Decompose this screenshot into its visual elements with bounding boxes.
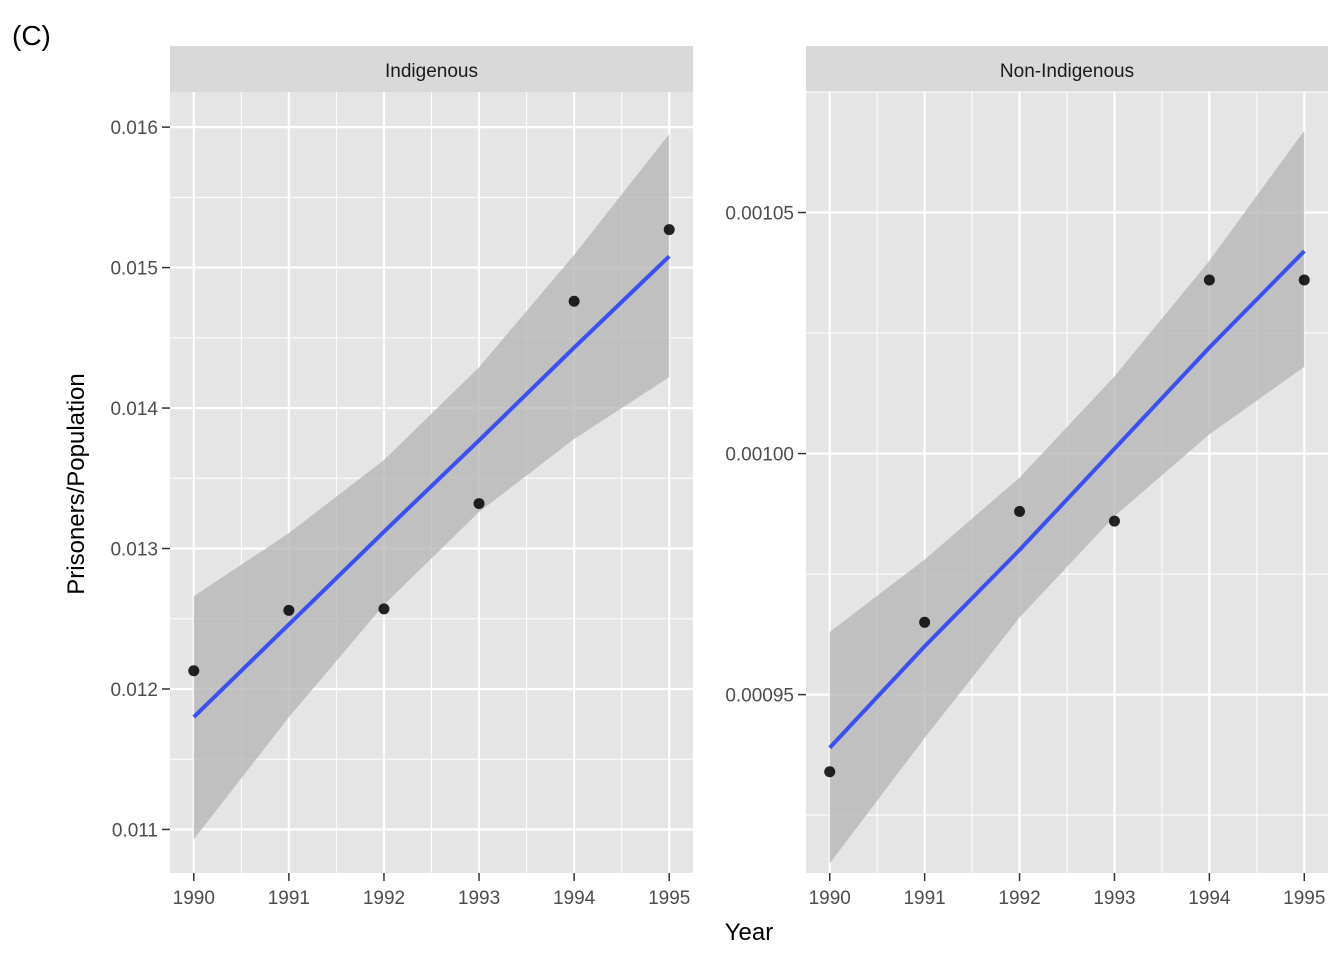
y-tick-label: 0.011 [112,820,158,841]
data-point [663,224,675,236]
x-tick-label: 1993 [1093,888,1135,909]
y-tick-label: 0.00100 [725,445,794,466]
x-tick-label: 1994 [553,888,596,909]
x-tick-label: 1992 [363,888,405,909]
regression-line [192,254,671,719]
facet-strip [806,46,1328,92]
x-tick-label: 1995 [648,888,690,909]
x-tick-label: 1991 [268,888,310,909]
y-tick-label: 0.00095 [725,686,794,707]
y-tick-label: 0.016 [110,118,158,139]
facet-strip [170,46,693,92]
facet-strip-label: Non-Indigenous [1000,61,1134,82]
y-tick-label: 0.015 [110,259,158,280]
y-axis-title: Prisoners/Population [63,373,90,594]
data-point [188,665,200,677]
x-tick-label: 1991 [903,888,945,909]
data-point [378,603,390,615]
x-tick-label: 1992 [998,888,1040,909]
y-tick-label: 0.012 [110,680,158,701]
regression-line [828,249,1306,750]
x-tick-label: 1994 [1188,888,1231,909]
facet-0: Indigenous 0.011 0.012 0.013 0.014 0.015 0.016… [110,46,693,909]
x-tick-label: 1990 [173,888,215,909]
data-point [1108,515,1120,527]
data-point [1298,274,1310,286]
x-tick-label: 1995 [1283,888,1325,909]
figure-tag: (C) [12,20,51,51]
facets: Indigenous 0.011 0.012 0.013 0.014 0.015 0.016… [110,46,1328,909]
facet-strip-label: Indigenous [385,61,478,82]
y-tick-label: 0.014 [110,399,158,420]
data-point [473,498,485,510]
x-axis-title: Year [725,919,774,946]
data-point [283,604,295,616]
data-point [1014,505,1026,517]
data-point [1203,274,1215,286]
x-tick-label: 1993 [458,888,500,909]
x-tick-label: 1990 [809,888,851,909]
data-point [824,766,836,778]
data-point [568,295,580,307]
y-tick-label: 0.00105 [725,204,794,225]
facet-1: Non-Indigenous 0.00095 0.00100 0.00105 1990 1… [725,46,1328,909]
data-point [919,616,931,628]
y-tick-label: 0.013 [110,540,158,561]
